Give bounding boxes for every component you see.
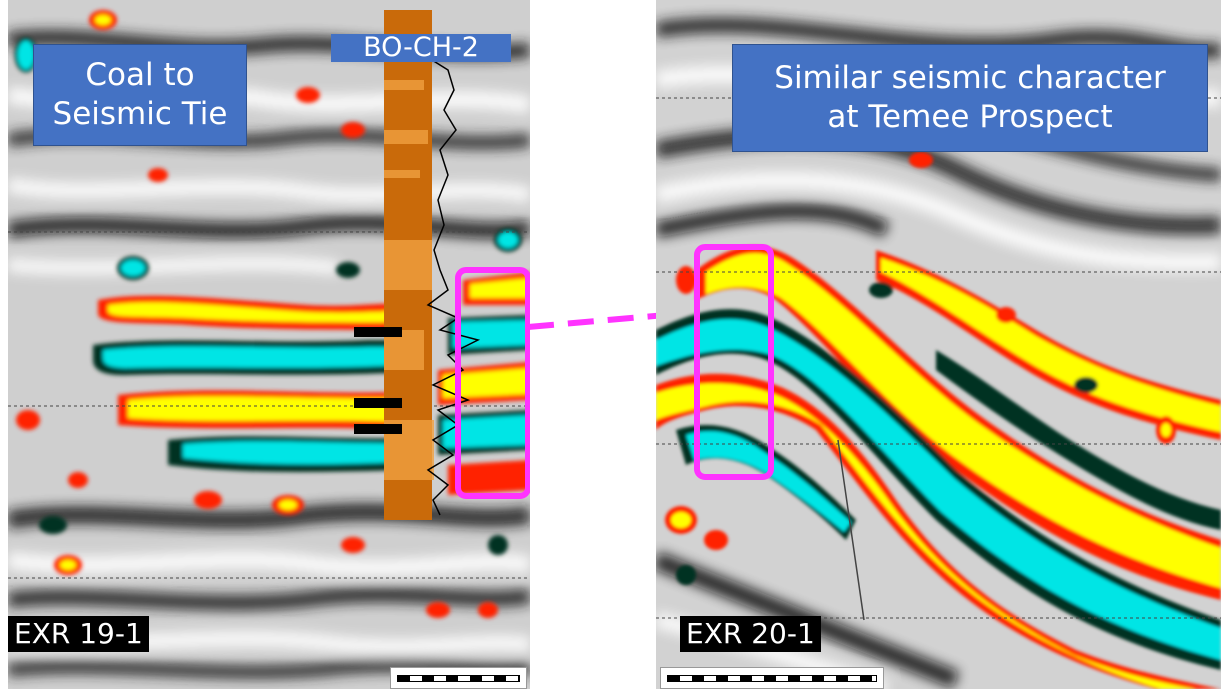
seismic-section-right: Similar seismic character at Temee Prosp…: [656, 0, 1221, 689]
callout-line: at Temee Prospect: [827, 99, 1113, 135]
scale-ticks: [667, 675, 877, 682]
line-label-left: EXR 19-1: [8, 616, 149, 652]
callout-temee-prospect: Similar seismic character at Temee Prosp…: [732, 44, 1208, 152]
coal-marker: [354, 398, 402, 408]
scale-bar-right: [660, 667, 884, 689]
coal-marker: [354, 327, 402, 337]
callout-coal-tie: Coal to Seismic Tie: [33, 44, 247, 146]
seismic-section-left: BO-CH-2 Coal to Seismic Tie EXR 19-1: [8, 0, 530, 689]
highlight-box-left: [455, 267, 530, 499]
scale-bar-left: [390, 667, 527, 689]
highlight-box-right: [694, 244, 774, 480]
callout-line: Similar seismic character: [774, 60, 1166, 97]
well-log-track: [354, 10, 481, 520]
line-label-right: EXR 20-1: [680, 616, 821, 652]
callout-line: Seismic Tie: [52, 96, 228, 132]
coal-marker: [354, 424, 402, 434]
fault-line: [837, 439, 865, 621]
well-label: BO-CH-2: [331, 34, 511, 62]
scale-ticks: [397, 675, 520, 682]
callout-line: Coal to: [85, 57, 195, 94]
